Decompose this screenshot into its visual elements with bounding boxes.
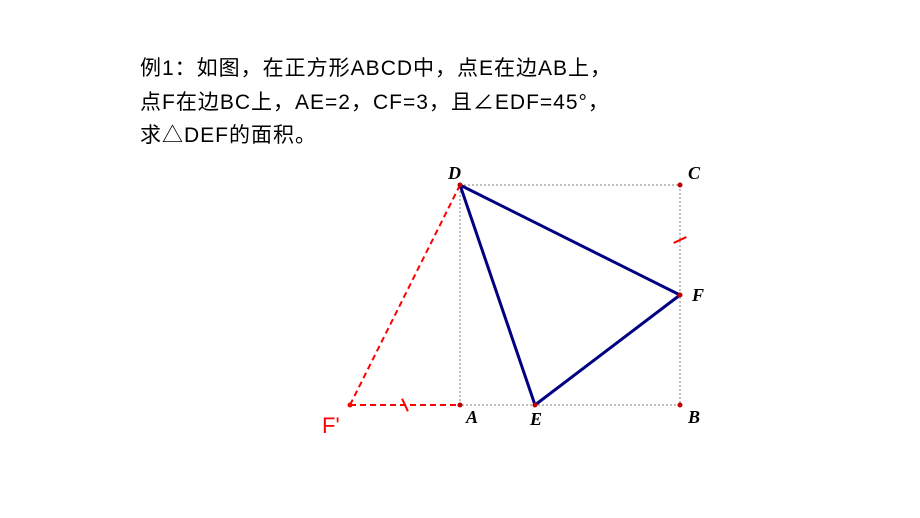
square-abcd — [460, 185, 680, 405]
triangle-def — [460, 185, 680, 405]
figure-svg: D C A B E F F' — [300, 165, 760, 485]
problem-line-3: 求△DEF的面积。 — [140, 119, 612, 153]
line-d-fprime — [350, 185, 460, 405]
vertex-fprime — [348, 403, 353, 408]
label-b: B — [687, 407, 700, 427]
label-fprime: F' — [322, 413, 340, 438]
geometry-figure: D C A B E F F' — [300, 165, 760, 490]
vertex-a — [458, 403, 463, 408]
vertex-b — [678, 403, 683, 408]
label-d: D — [447, 165, 461, 183]
problem-statement: 例1：如图，在正方形ABCD中，点E在边AB上， 点F在边BC上，AE=2，CF… — [140, 52, 612, 153]
label-e: E — [529, 409, 542, 429]
vertex-f — [678, 293, 683, 298]
vertex-c — [678, 183, 683, 188]
label-f: F — [691, 285, 704, 305]
problem-line-2: 点F在边BC上，AE=2，CF=3，且∠EDF=45°， — [140, 86, 612, 120]
vertex-e — [533, 403, 538, 408]
label-a: A — [465, 407, 478, 427]
problem-line-1: 例1：如图，在正方形ABCD中，点E在边AB上， — [140, 52, 612, 86]
vertex-d — [458, 183, 463, 188]
label-c: C — [688, 165, 701, 183]
